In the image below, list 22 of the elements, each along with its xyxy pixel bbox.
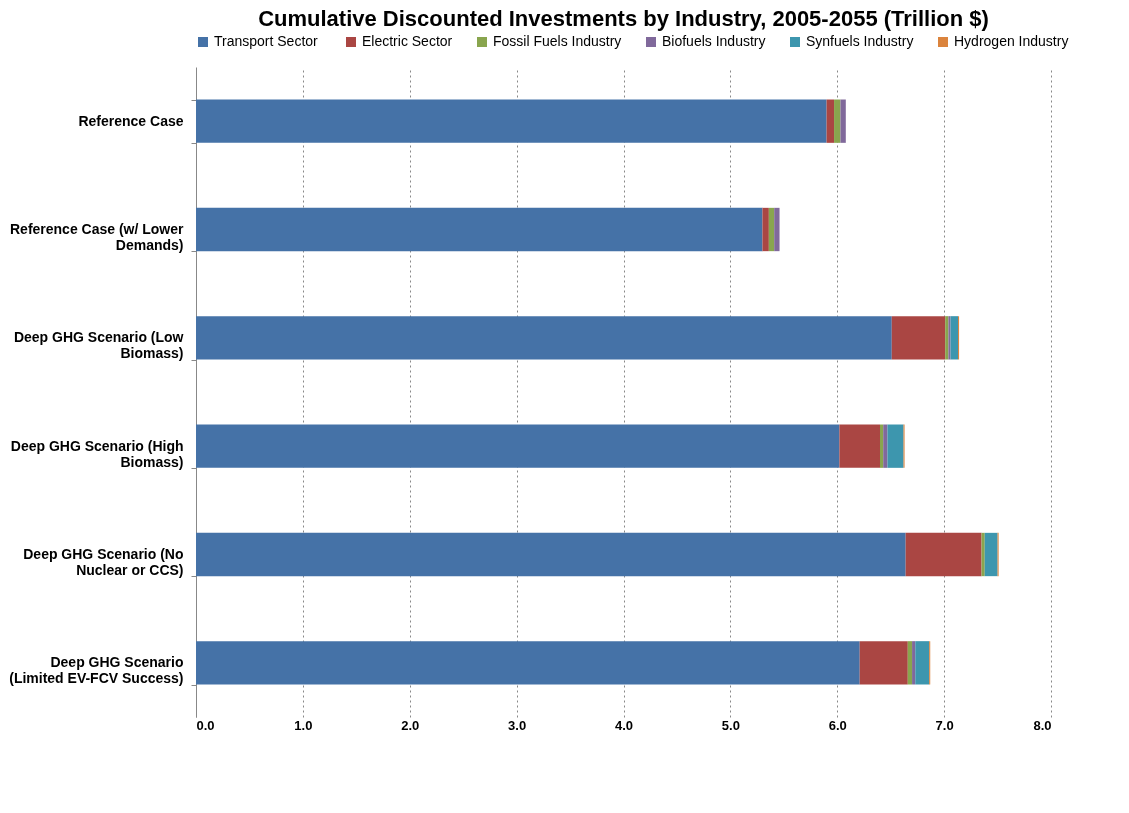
chart-title: Cumulative Discounted Investments by Industry, 2005-2055 (Trillion $) bbox=[258, 6, 989, 31]
y-tick-label: Deep GHG Scenario (High Biomass) bbox=[10, 437, 184, 470]
x-tick-label: 4.0 bbox=[614, 717, 634, 733]
legend-label: Electric Sector bbox=[362, 33, 453, 49]
x-tick-label: 0.0 bbox=[196, 717, 215, 733]
y-tick-label: Reference Case bbox=[78, 112, 184, 129]
y-tick-label: Deep GHG Scenario (Low Biomass) bbox=[13, 329, 184, 362]
x-tick-label: 7.0 bbox=[935, 717, 954, 733]
legend-label: Transport Sector bbox=[214, 33, 319, 49]
x-tick-label: 8.0 bbox=[1033, 717, 1052, 733]
x-tick-label: 5.0 bbox=[721, 717, 740, 733]
x-tick-label: 1.0 bbox=[294, 717, 313, 733]
x-tick-label: 2.0 bbox=[401, 717, 420, 733]
legend-label: Fossil Fuels Industry bbox=[493, 33, 622, 49]
y-tick-label: Reference Case (w/ Lower Demands) bbox=[9, 221, 185, 253]
x-tick-label: 6.0 bbox=[828, 717, 847, 733]
legend-label: Hydrogen Industry bbox=[954, 33, 1069, 49]
x-tick-label: 3.0 bbox=[508, 717, 527, 733]
y-tick-label: Deep GHG Scenario (Limited EV-FCV Success) bbox=[9, 654, 184, 687]
legend-label: Synfuels Industry bbox=[806, 33, 914, 49]
y-tick-label: Deep GHG Scenario (No Nuclear or CCS) bbox=[23, 546, 184, 578]
legend-label: Biofuels Industry bbox=[662, 33, 766, 49]
